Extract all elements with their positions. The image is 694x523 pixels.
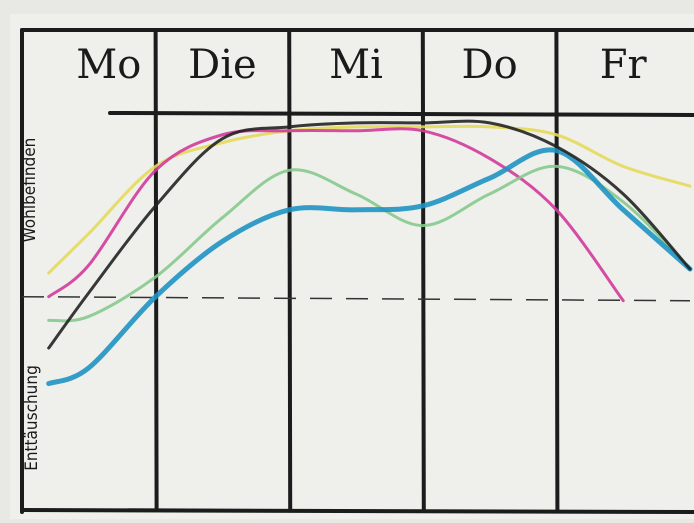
frame-bottom — [22, 510, 694, 512]
column-header: Fr — [600, 42, 648, 88]
sheet — [10, 14, 694, 519]
column-divider — [423, 30, 424, 510]
column-header: Die — [188, 42, 257, 88]
y-label-bottom: Enttäuschung — [22, 365, 42, 471]
chart: Wohlbefinden Enttäuschung Mo Die Mi Do Fr — [0, 0, 694, 523]
column-header: Mi — [329, 42, 383, 88]
column-divider — [289, 30, 290, 510]
column-header: Mo — [76, 42, 141, 88]
column-divider — [556, 30, 557, 510]
column-header: Do — [462, 42, 518, 88]
y-label-top: Wohlbefinden — [20, 138, 40, 243]
header-rule — [110, 113, 694, 115]
column-divider — [156, 30, 157, 510]
